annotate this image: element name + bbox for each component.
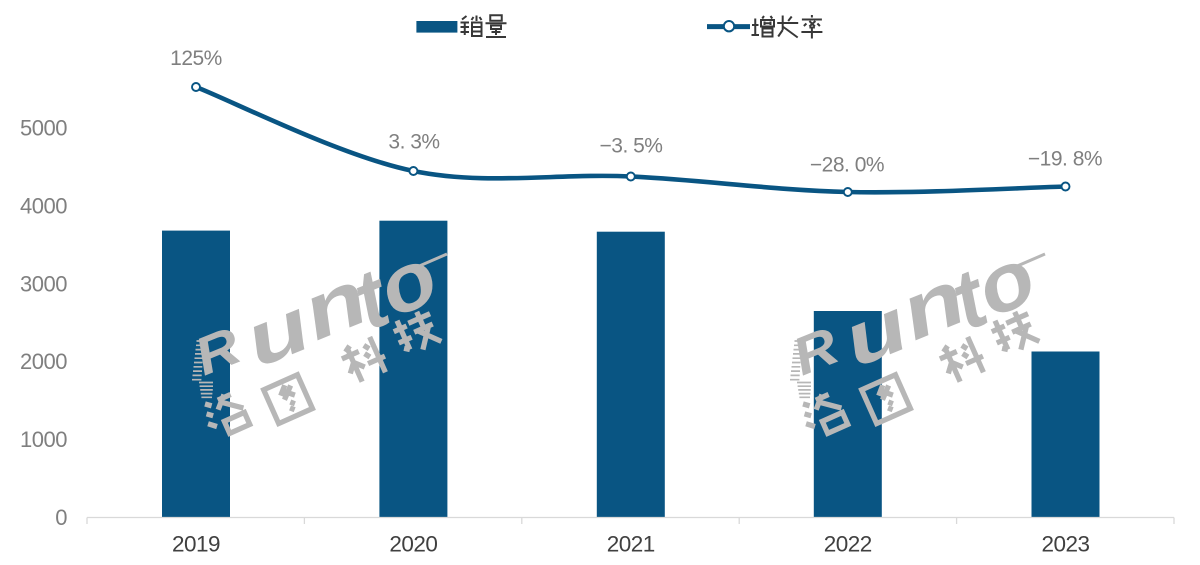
svg-text:3. 3%: 3. 3% xyxy=(388,131,439,154)
svg-text:0: 0 xyxy=(55,505,67,530)
svg-text:5000: 5000 xyxy=(20,116,67,141)
svg-text:1000: 1000 xyxy=(20,427,67,452)
svg-text:2000: 2000 xyxy=(20,349,67,374)
svg-text:2019: 2019 xyxy=(172,532,220,557)
svg-text:2022: 2022 xyxy=(824,532,872,557)
svg-text:−19. 8%: −19. 8% xyxy=(1028,148,1102,171)
svg-text:−28. 0%: −28. 0% xyxy=(810,154,884,177)
svg-text:2023: 2023 xyxy=(1041,532,1089,557)
svg-text:4000: 4000 xyxy=(20,194,67,219)
svg-text:125%: 125% xyxy=(170,47,222,70)
svg-text:−3. 5%: −3. 5% xyxy=(600,135,663,158)
svg-text:2021: 2021 xyxy=(607,532,655,557)
svg-text:3000: 3000 xyxy=(20,271,67,296)
svg-text:2020: 2020 xyxy=(389,532,437,557)
